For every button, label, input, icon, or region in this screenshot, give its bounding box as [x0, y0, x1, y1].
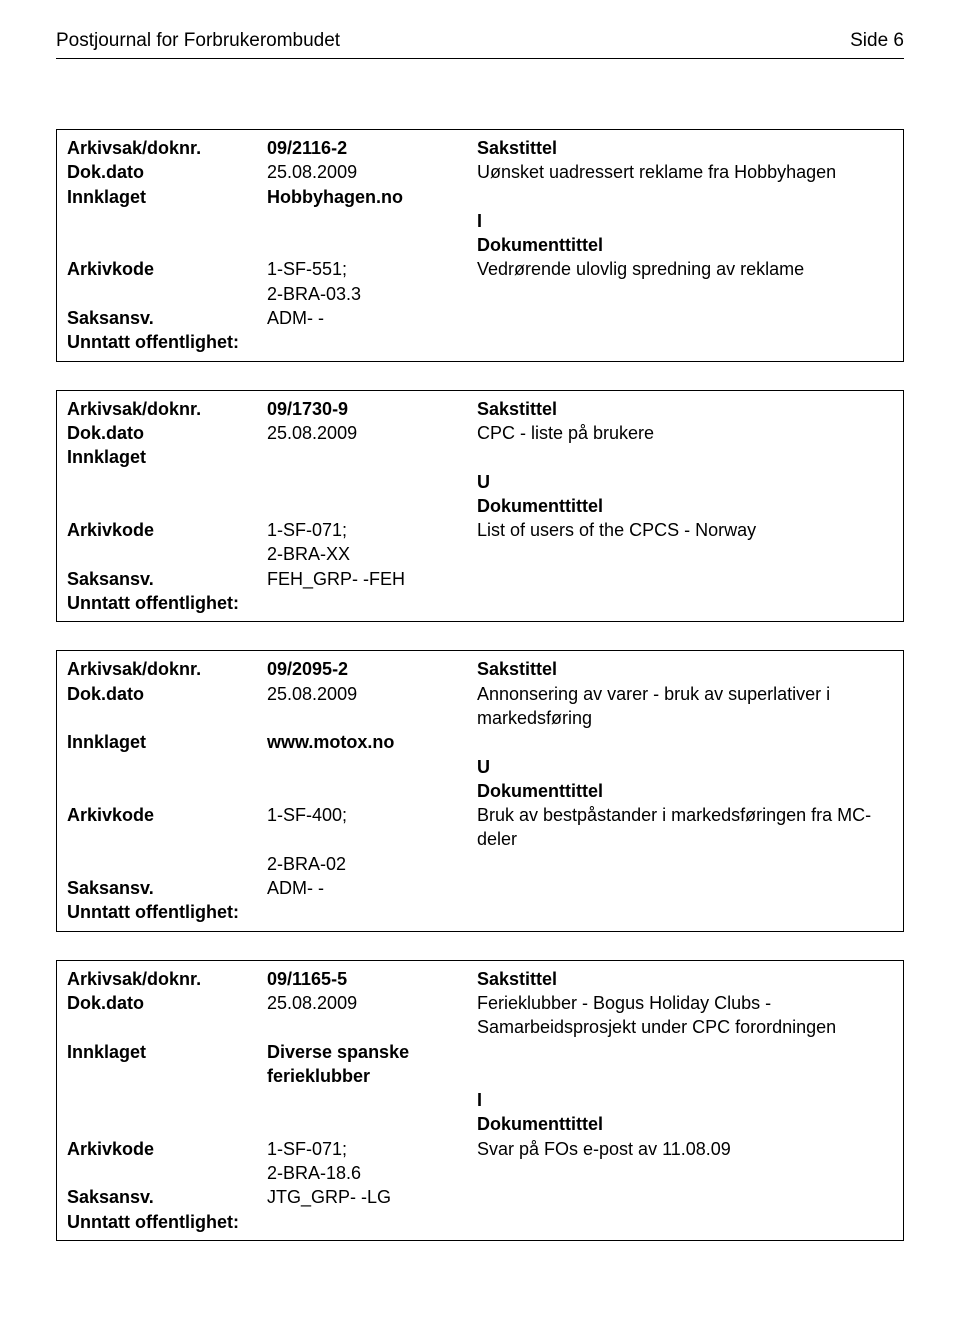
label-saksansv: Saksansv.	[67, 306, 267, 330]
value-arkivkode-2: 2-BRA-02	[267, 852, 477, 876]
value-saksansv: ADM- -	[267, 306, 477, 330]
label-sakstittel: Sakstittel	[477, 967, 893, 991]
value-sakstittel: Ferieklubber - Bogus Holiday Clubs - Sam…	[477, 991, 893, 1040]
value-saksansv: ADM- -	[267, 876, 477, 900]
label-sakstittel: Sakstittel	[477, 136, 893, 160]
label-arkivkode: Arkivkode	[67, 518, 267, 542]
record: Arkivsak/doknr.09/1730-9Sakstittel Dok.da…	[56, 390, 904, 623]
value-arkivsak: 09/1165-5	[267, 967, 477, 991]
value-saksansv: FEH_GRP- -FEH	[267, 567, 477, 591]
label-arkivsak: Arkivsak/doknr.	[67, 967, 267, 991]
record: Arkivsak/doknr.09/1165-5Sakstittel Dok.da…	[56, 960, 904, 1241]
label-saksansv: Saksansv.	[67, 876, 267, 900]
value-arkivsak: 09/1730-9	[267, 397, 477, 421]
label-saksansv: Saksansv.	[67, 567, 267, 591]
value-arkivsak: 09/2095-2	[267, 657, 477, 681]
value-arkivkode-1: 1-SF-551;	[267, 257, 477, 281]
value-arkivkode-2: 2-BRA-XX	[267, 542, 477, 566]
header-page-number: Side 6	[850, 30, 904, 52]
label-dokdato: Dok.dato	[67, 682, 267, 706]
value-dokdato: 25.08.2009	[267, 421, 477, 445]
label-unntatt: Unntatt offentlighet:	[67, 900, 239, 924]
value-arkivkode-2: 2-BRA-18.6	[267, 1161, 477, 1185]
label-dokumenttittel: Dokumenttittel	[477, 233, 603, 257]
header-divider	[56, 58, 904, 59]
label-innklaget: Innklaget	[67, 185, 267, 209]
label-unntatt: Unntatt offentlighet:	[67, 591, 239, 615]
value-dokumenttittel: Bruk av bestpåstander i markedsføringen …	[477, 803, 893, 852]
value-doc-type: I	[477, 209, 482, 233]
value-dokumenttittel: List of users of the CPCS - Norway	[477, 518, 893, 542]
value-dokumenttittel: Svar på FOs e-post av 11.08.09	[477, 1137, 893, 1161]
label-arkivsak: Arkivsak/doknr.	[67, 657, 267, 681]
page-header: Postjournal for Forbrukerombudet Side 6	[56, 30, 904, 52]
label-arkivkode: Arkivkode	[67, 257, 267, 281]
label-arkivkode: Arkivkode	[67, 1137, 267, 1161]
value-innklaget: www.motox.no	[267, 730, 477, 754]
label-innklaget: Innklaget	[67, 1040, 267, 1064]
label-arkivkode: Arkivkode	[67, 803, 267, 827]
value-dokumenttittel: Vedrørende ulovlig spredning av reklame	[477, 257, 893, 281]
label-dokdato: Dok.dato	[67, 991, 267, 1015]
value-doc-type: I	[477, 1088, 482, 1112]
value-innklaget: Diverse spanske ferieklubber	[267, 1040, 477, 1089]
value-dokdato: 25.08.2009	[267, 160, 477, 184]
label-unntatt: Unntatt offentlighet:	[67, 330, 239, 354]
value-arkivkode-1: 1-SF-071;	[267, 518, 477, 542]
label-saksansv: Saksansv.	[67, 1185, 267, 1209]
value-doc-type: U	[477, 755, 490, 779]
label-arkivsak: Arkivsak/doknr.	[67, 136, 267, 160]
label-dokdato: Dok.dato	[67, 421, 267, 445]
value-sakstittel: Annonsering av varer - bruk av superlati…	[477, 682, 893, 731]
label-innklaget: Innklaget	[67, 730, 267, 754]
label-arkivsak: Arkivsak/doknr.	[67, 397, 267, 421]
records-container: Arkivsak/doknr.09/2116-2SakstittelDok.da…	[56, 129, 904, 1241]
header-title: Postjournal for Forbrukerombudet	[56, 30, 340, 52]
label-dokumenttittel: Dokumenttittel	[477, 1112, 603, 1136]
page: Postjournal for Forbrukerombudet Side 6 …	[0, 0, 960, 1309]
value-sakstittel: CPC - liste på brukere	[477, 421, 893, 445]
value-arkivsak: 09/2116-2	[267, 136, 477, 160]
label-sakstittel: Sakstittel	[477, 657, 893, 681]
label-dokumenttittel: Dokumenttittel	[477, 494, 603, 518]
value-arkivkode-2: 2-BRA-03.3	[267, 282, 477, 306]
value-arkivkode-1: 1-SF-071;	[267, 1137, 477, 1161]
value-doc-type: U	[477, 470, 490, 494]
value-dokdato: 25.08.2009	[267, 682, 477, 706]
value-innklaget: Hobbyhagen.no	[267, 185, 477, 209]
record: Arkivsak/doknr.09/2116-2Sakstittel Dok.da…	[56, 129, 904, 362]
label-dokumenttittel: Dokumenttittel	[477, 779, 603, 803]
value-sakstittel: Uønsket uadressert reklame fra Hobbyhage…	[477, 160, 893, 184]
label-unntatt: Unntatt offentlighet:	[67, 1210, 239, 1234]
value-saksansv: JTG_GRP- -LG	[267, 1185, 477, 1209]
label-innklaget: Innklaget	[67, 445, 267, 469]
label-sakstittel: Sakstittel	[477, 397, 893, 421]
record: Arkivsak/doknr.09/2095-2Sakstittel Dok.da…	[56, 650, 904, 931]
value-dokdato: 25.08.2009	[267, 991, 477, 1015]
label-dokdato: Dok.dato	[67, 160, 267, 184]
value-arkivkode-1: 1-SF-400;	[267, 803, 477, 827]
